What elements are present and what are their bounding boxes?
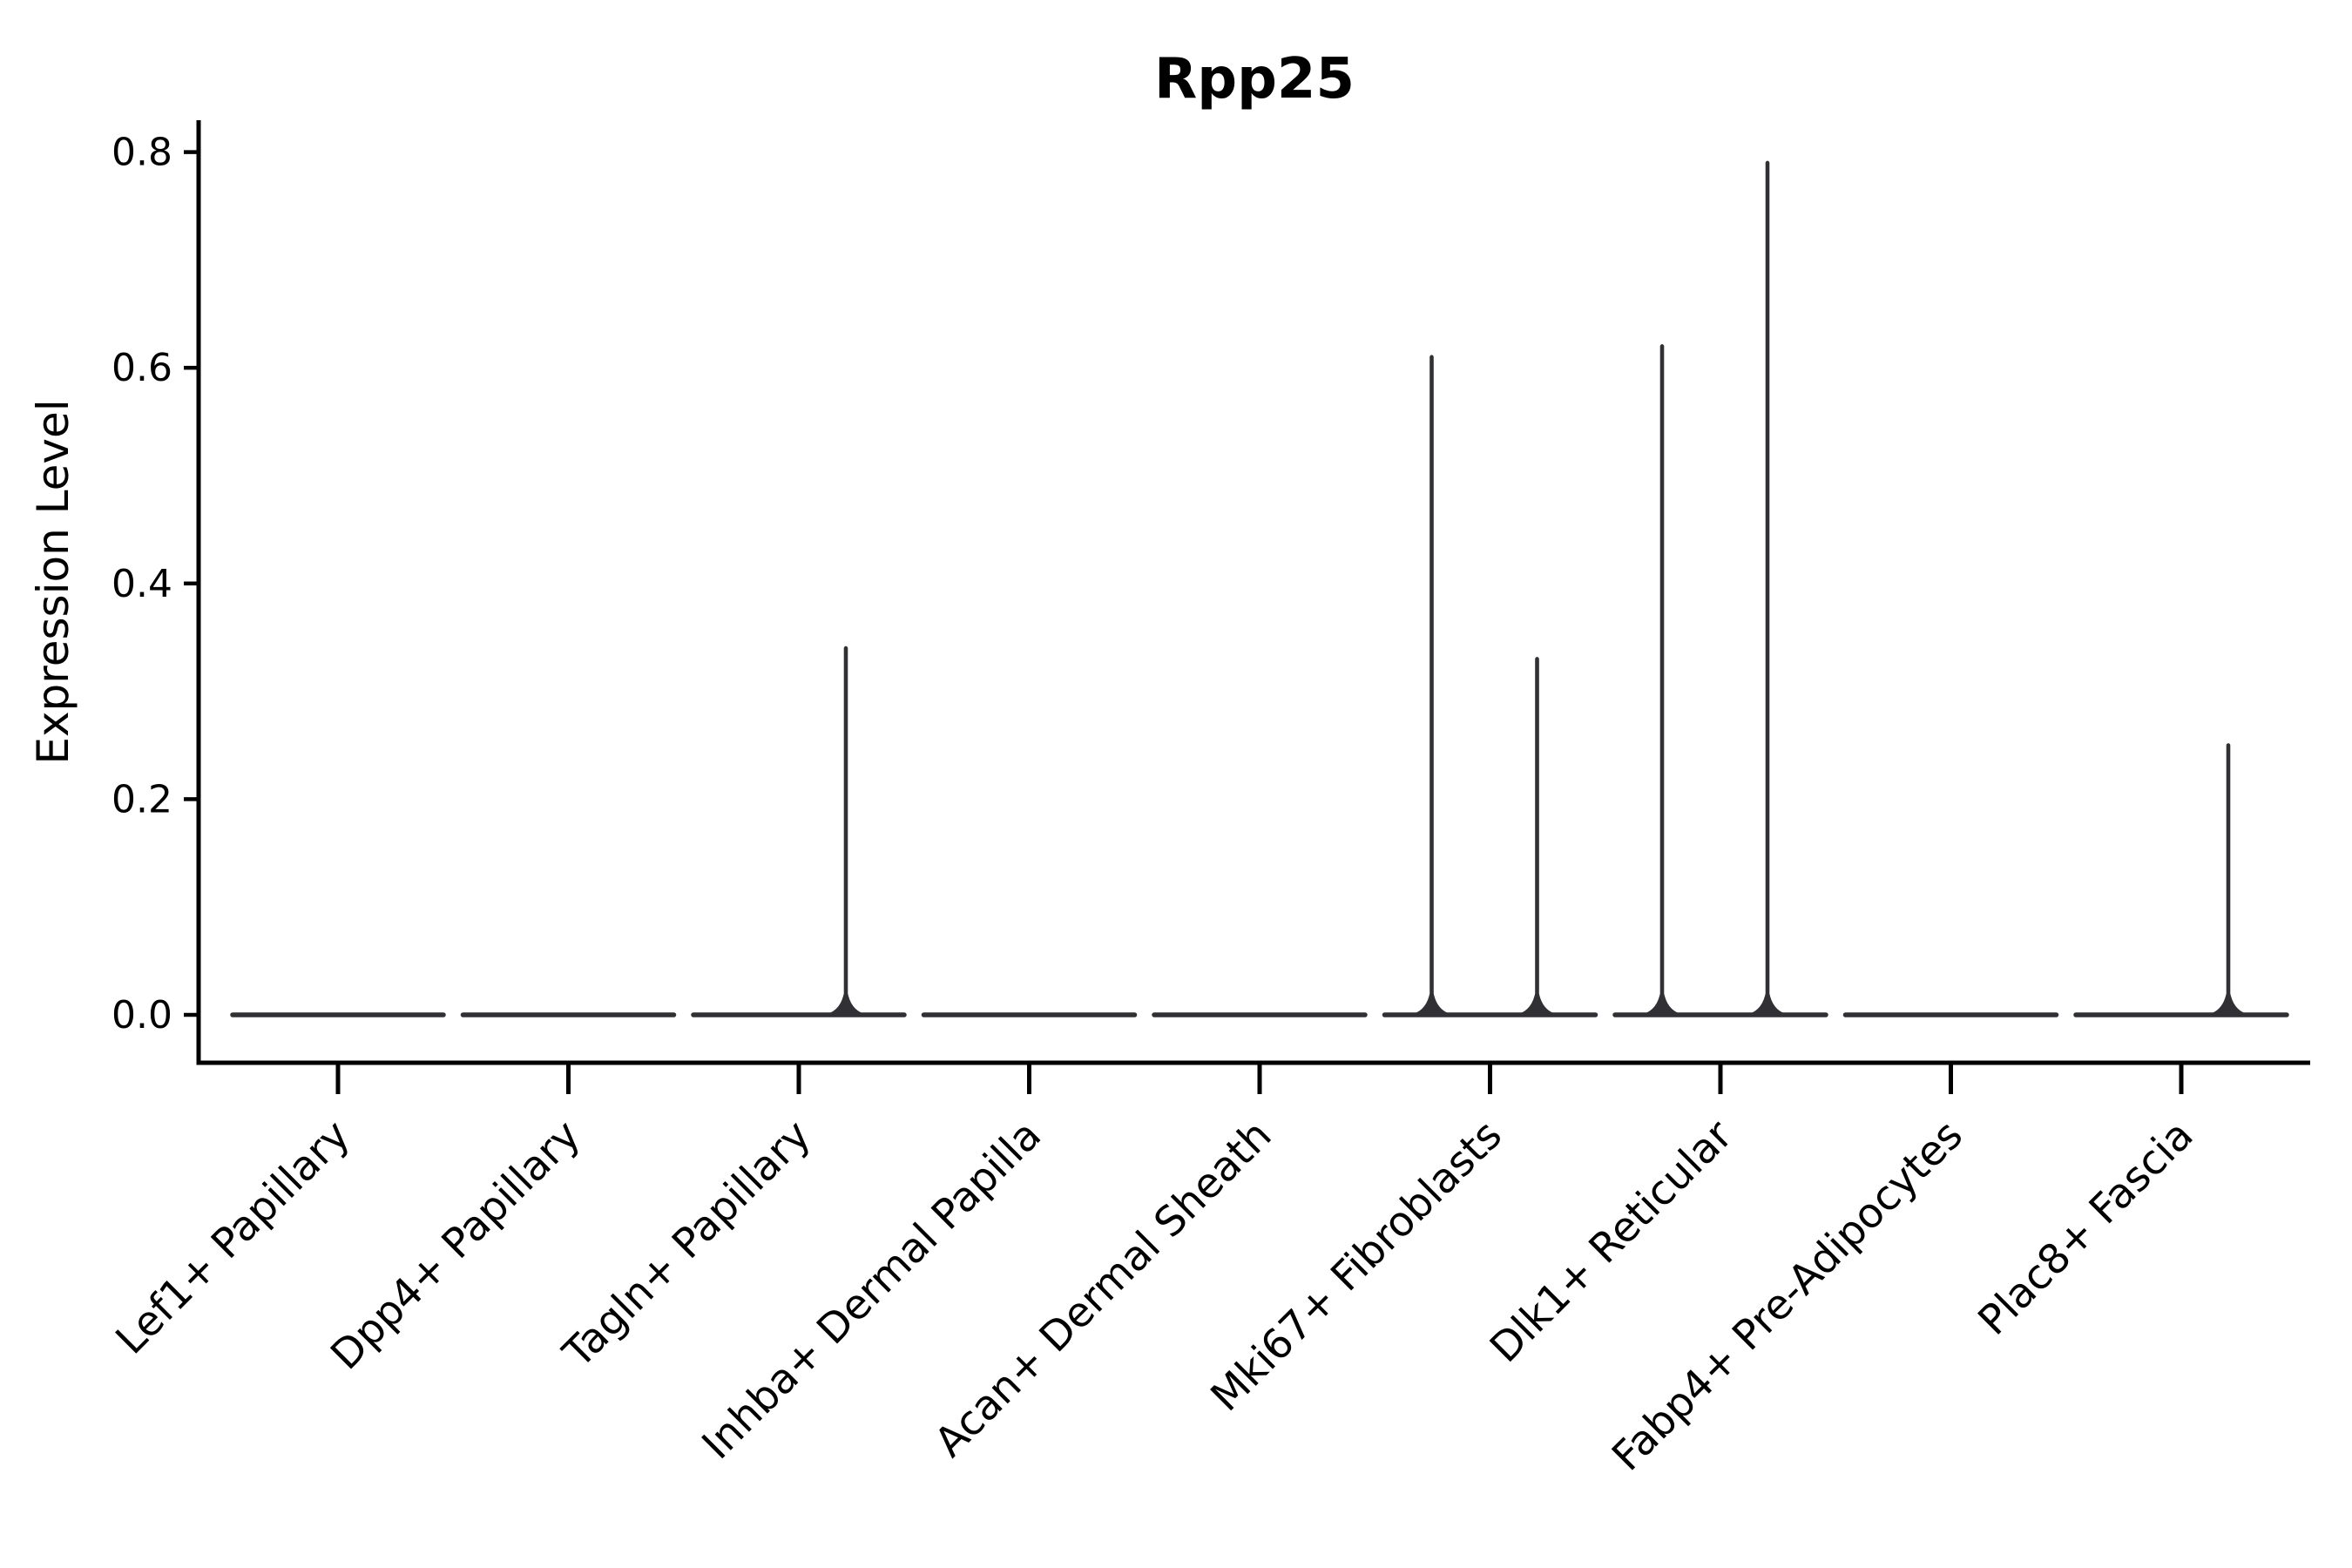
y-axis-label: Expression Level (28, 399, 78, 764)
y-tick-label: 0.6 (112, 346, 172, 390)
y-tick-label: 0.4 (112, 562, 172, 606)
plot-title: Rpp25 (1154, 47, 1355, 112)
violin (1382, 355, 1598, 1017)
x-category-label: Lef1+ Papillary (107, 1112, 360, 1364)
y-axis-ticks: 0.0 0.2 0.4 0.6 0.8 (112, 131, 197, 1037)
x-category-label: Dpp4+ Papillary (321, 1112, 590, 1380)
axes-spines (196, 120, 2310, 1065)
x-category-label: Plac8+ Fascia (1970, 1112, 2203, 1345)
violins (230, 160, 2289, 1017)
violin (1612, 160, 1828, 1017)
x-category-label: Dlk1+ Reticular (1481, 1111, 1742, 1372)
violin (691, 645, 907, 1017)
x-category-label: Tagln+ Papillary (554, 1112, 821, 1378)
violin (2073, 743, 2289, 1017)
y-tick-label: 0.8 (112, 131, 172, 175)
y-tick-label: 0.0 (112, 993, 172, 1037)
y-tick-label: 0.2 (112, 777, 172, 821)
